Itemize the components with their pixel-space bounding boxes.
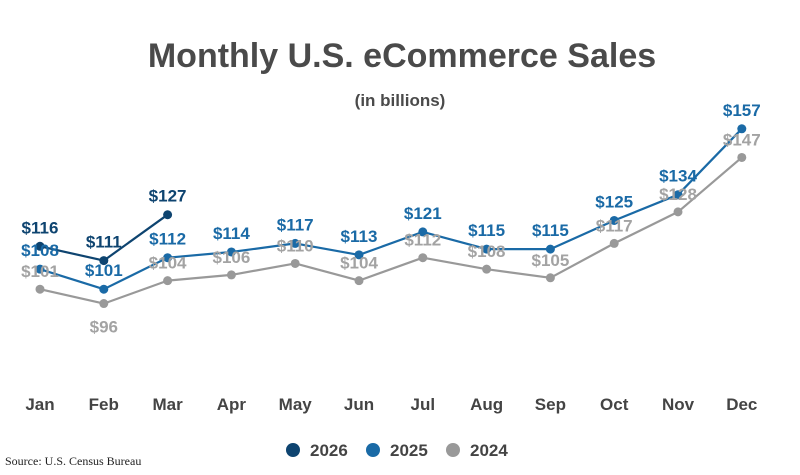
data-label-2024: $108 [468,242,506,261]
data-label-2025: $115 [532,221,569,240]
data-label-2025: $108 [21,241,59,260]
x-tick-label: Nov [662,395,695,414]
data-point-2025 [482,244,492,254]
data-point-2024 [482,264,492,274]
data-point-2025 [418,227,428,237]
x-tick-label: Jun [344,395,374,414]
data-label-2024: $110 [277,236,314,255]
legend-label-2025: 2025 [390,441,428,460]
data-point-2025 [35,264,45,274]
data-point-2025 [163,253,173,263]
data-point-2026 [35,241,45,251]
data-label-2024: $147 [723,130,761,149]
data-point-2024 [163,276,173,286]
data-point-2025 [545,244,555,254]
x-tick-label: Feb [89,395,119,414]
data-label-2026: $127 [149,187,187,206]
data-label-2024: $112 [404,231,441,250]
data-point-2025 [609,215,619,225]
x-axis: Jan Feb Mar Apr May Jun Jul Aug Sep Oct Nov Dec [25,395,757,414]
data-label-2025: $112 [149,230,186,249]
legend-marker-2025 [366,443,380,457]
x-tick-label: Jan [25,395,54,414]
data-point-2024 [354,276,364,286]
data-point-2024 [35,284,45,294]
data-point-2024 [737,152,747,162]
data-label-2024: $106 [212,248,250,267]
data-point-2024 [99,299,109,309]
legend: 2026 2025 2024 [286,441,508,460]
legend-marker-2024 [446,443,460,457]
data-label-2025: $125 [595,192,633,211]
data-point-2024 [290,258,300,268]
legend-label-2026: 2026 [310,441,348,460]
legend-label-2024: 2024 [470,441,508,460]
series-points [35,124,747,309]
legend-marker-2026 [286,443,300,457]
chart-title: Monthly U.S. eCommerce Sales [148,37,656,75]
x-tick-label: Mar [152,395,183,414]
series-line-2024 [38,156,743,305]
x-tick-label: May [279,395,313,414]
data-label-2025: $114 [213,224,250,243]
data-label-2025: $117 [277,215,314,234]
data-point-2025 [354,250,364,260]
data-point-2024 [226,270,236,280]
data-label-2025: $157 [723,101,761,120]
data-label-2026: $116 [22,218,59,237]
data-label-2024: $117 [596,216,633,235]
data-point-2025 [673,190,683,200]
data-point-2026 [99,256,109,266]
x-tick-label: Apr [217,395,247,414]
data-point-2025 [99,284,109,294]
x-tick-label: Aug [470,395,503,414]
data-labels: $101 $96 $104 $106 $110 $104 $112 $108 $105 $117 $… [21,101,761,337]
data-label-2025: $134 [659,167,697,186]
data-point-2024 [609,238,619,248]
data-point-2025 [226,247,236,257]
data-label-2024: $96 [90,318,118,337]
data-label-2024: $104 [340,254,378,273]
data-label-2024: $101 [21,262,59,281]
x-tick-label: Dec [726,395,757,414]
data-point-2024 [418,253,428,263]
data-point-2024 [545,273,555,283]
data-label-2024: $105 [531,251,569,270]
x-tick-label: Jul [411,395,436,414]
data-label-2025: $121 [404,204,442,223]
series-lines [38,127,743,305]
chart-subtitle: (in billions) [355,91,446,110]
x-tick-label: Oct [600,395,629,414]
data-point-2025 [737,124,747,134]
data-point-2025 [290,238,300,248]
series-line-2025 [38,127,743,291]
data-label-2025: $113 [341,227,378,246]
x-tick-label: Sep [535,395,566,414]
data-label-2025: $101 [85,261,123,280]
data-label-2024: $104 [149,254,187,273]
data-point-2026 [163,210,173,220]
data-label-2024: $128 [659,185,697,204]
source-note: Source: U.S. Census Bureau [5,454,141,468]
data-label-2025: $115 [468,221,505,240]
data-label-2026: $111 [86,233,122,252]
data-point-2024 [673,207,683,217]
